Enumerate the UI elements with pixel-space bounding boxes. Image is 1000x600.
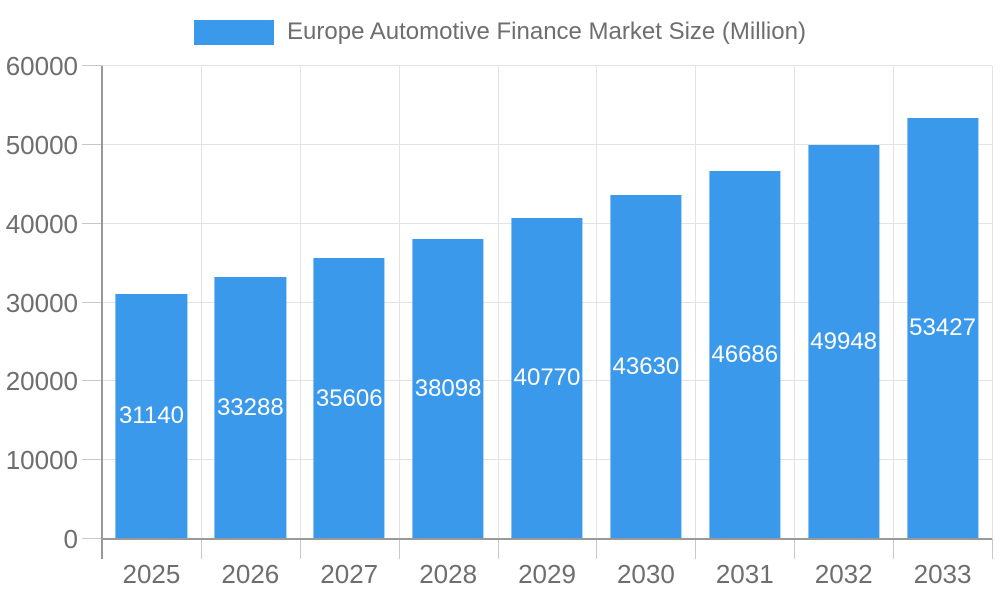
- x-axis-line: [102, 538, 992, 540]
- bar-value-label: 49948: [810, 328, 878, 356]
- y-axis-tick: [82, 143, 102, 145]
- x-tick-label: 2029: [518, 559, 576, 589]
- x-tick-label: 2031: [715, 559, 774, 589]
- bar-value-label: 43630: [612, 353, 680, 381]
- x-axis-tick: [794, 539, 796, 559]
- y-axis-line: [101, 66, 103, 559]
- x-axis-tick: [497, 539, 499, 559]
- x-gridline: [893, 66, 895, 539]
- y-axis-tick: [82, 301, 102, 303]
- y-gridline: [102, 65, 992, 66]
- x-tick-label: 2032: [814, 559, 873, 589]
- bar-2030[interactable]: 43630: [610, 195, 682, 539]
- bar-2025[interactable]: 31140: [115, 293, 188, 539]
- bar-2029[interactable]: 40770: [511, 217, 583, 539]
- y-axis-tick: [82, 380, 102, 382]
- y-axis-tick: [82, 222, 102, 224]
- bar-2026[interactable]: 33288: [214, 276, 286, 539]
- bar-value-label: 35606: [315, 384, 383, 412]
- y-axis-tick: [82, 65, 102, 66]
- legend-item[interactable]: Europe Automotive Finance Market Size (M…: [0, 18, 1000, 46]
- y-tick-label: 20000: [5, 366, 78, 397]
- bar-value-label: 33288: [216, 393, 284, 421]
- x-gridline: [398, 66, 400, 539]
- bar-2032[interactable]: 49948: [808, 145, 880, 539]
- x-gridline: [596, 66, 598, 539]
- bar-2033[interactable]: 53427: [906, 117, 979, 539]
- bar-2031[interactable]: 46686: [709, 170, 781, 539]
- y-tick-label: 40000: [5, 208, 78, 239]
- x-axis-tick: [398, 539, 400, 559]
- x-gridline: [497, 66, 499, 539]
- x-axis-tick: [695, 539, 697, 559]
- bar-value-label: 31140: [118, 402, 184, 430]
- x-tick-label: 2030: [616, 559, 675, 589]
- x-axis-tick: [200, 539, 202, 559]
- plot-area: 0 10000 20000 30000 40000 50000 60000 2025 2026 2…: [6, 53, 993, 589]
- x-tick-label: 2026: [221, 559, 280, 589]
- x-gridline: [695, 66, 697, 539]
- x-gridline: [794, 66, 796, 539]
- y-tick-label: 0: [63, 524, 78, 554]
- x-tick-label: 2027: [320, 559, 379, 589]
- bar-2028[interactable]: 38098: [412, 238, 484, 539]
- bar-value-label: 53427: [909, 314, 976, 342]
- x-tick-label: 2028: [419, 559, 478, 589]
- x-gridline: [992, 66, 993, 539]
- bar-value-label: 38098: [414, 374, 482, 402]
- bar-value-label: 40770: [513, 364, 581, 392]
- bar-2027[interactable]: 35606: [313, 258, 385, 539]
- x-tick-label: 2025: [122, 559, 181, 589]
- x-axis-tick: [992, 539, 993, 559]
- x-gridline: [200, 66, 202, 539]
- y-tick-label: 10000: [5, 445, 78, 476]
- y-tick-label: 30000: [5, 287, 78, 318]
- y-axis-tick: [82, 459, 102, 461]
- x-gridline: [299, 66, 301, 539]
- y-axis-tick: [82, 538, 102, 539]
- bar-value-label: 46686: [711, 340, 779, 368]
- x-axis-tick: [299, 539, 301, 559]
- x-axis-tick: [893, 539, 895, 559]
- x-tick-label: 2033: [913, 559, 972, 589]
- legend-swatch: [194, 19, 275, 45]
- y-tick-label: 60000: [5, 51, 78, 81]
- y-tick-label: 50000: [5, 129, 78, 160]
- legend-label: Europe Automotive Finance Market Size (M…: [287, 18, 806, 45]
- x-axis-tick: [596, 539, 598, 559]
- y-gridline: [102, 143, 992, 145]
